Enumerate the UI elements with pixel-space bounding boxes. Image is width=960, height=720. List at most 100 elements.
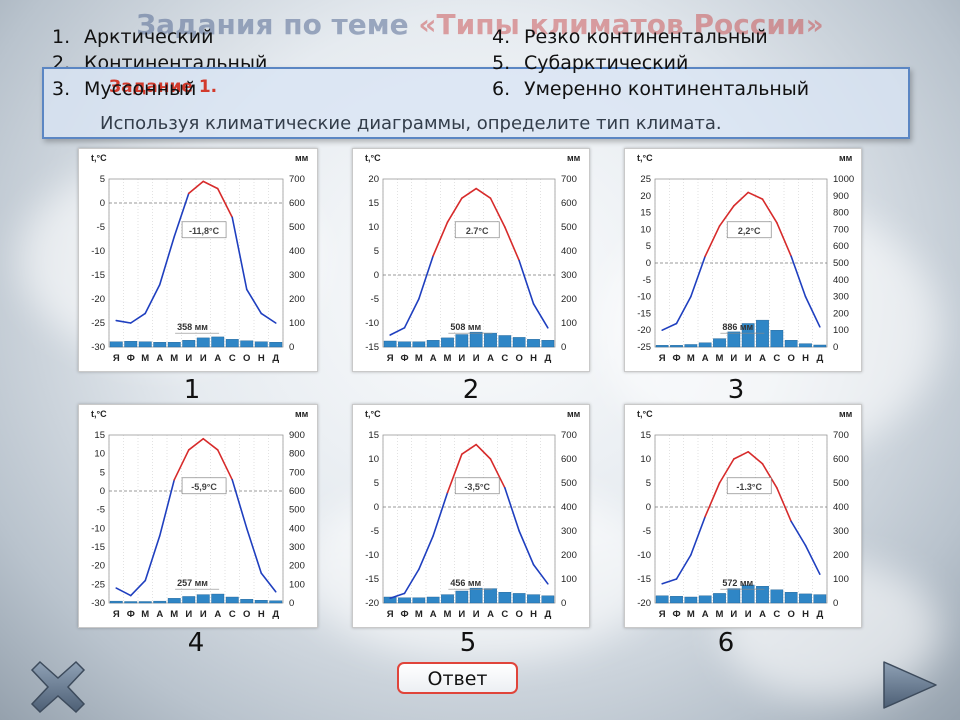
precip-bar	[240, 340, 254, 348]
month-label: М	[444, 609, 452, 620]
precip-bar	[182, 340, 196, 348]
month-label: Д	[272, 353, 279, 364]
precip-bar	[469, 331, 483, 348]
month-label: А	[487, 353, 494, 364]
month-label: С	[773, 609, 780, 620]
month-label: И	[745, 609, 752, 620]
mean-temp-box	[181, 477, 227, 495]
month-label: Ф	[127, 353, 135, 364]
temperature-segment	[432, 221, 449, 257]
month-label: И	[473, 609, 480, 620]
temperature-segment	[475, 187, 492, 200]
temp-tick-label: -5	[643, 526, 651, 537]
temperature-segment	[733, 450, 749, 460]
month-label: О	[787, 353, 794, 364]
month-label: М	[170, 609, 178, 620]
precip-tick-label: 200	[833, 308, 849, 319]
close-x-icon[interactable]	[28, 658, 88, 716]
temperature-segment	[776, 487, 792, 523]
month-label: М	[687, 353, 695, 364]
chart-number-3: 3	[727, 375, 745, 405]
precip-bar	[527, 339, 540, 348]
climate-chart-6: t,°C мм 15 10 5 0 -5 -10 -15 -20 700 600 500 400 300 20…	[624, 404, 862, 628]
plot-frame	[382, 178, 556, 348]
slide-title: Задания по теме «Типы климатов России»	[0, 8, 960, 41]
temp-tick-label: 0	[646, 502, 651, 513]
temperature-segment	[115, 587, 132, 597]
temp-tick-label: 15	[640, 208, 651, 219]
month-label: М	[141, 609, 149, 620]
month-label: М	[687, 609, 695, 620]
month-label: Ф	[672, 609, 680, 620]
precip-tick-label: 0	[833, 342, 838, 353]
precip-tick-label: 200	[289, 561, 305, 572]
precip-bar	[727, 588, 741, 604]
month-label: М	[444, 353, 452, 364]
month-label: И	[200, 609, 207, 620]
precip-tick-label: 600	[289, 486, 305, 497]
precip-bar	[713, 338, 726, 348]
month-label: О	[243, 353, 250, 364]
precip-bar	[670, 345, 683, 348]
temperature-segment	[489, 458, 506, 489]
month-label: Д	[816, 353, 823, 364]
temperature-segment	[704, 482, 721, 518]
temperature-segment	[418, 255, 434, 300]
precip-bar	[426, 340, 440, 348]
month-label: И	[730, 609, 737, 620]
plot-frame	[382, 434, 556, 604]
temp-tick-label: -30	[91, 598, 105, 609]
temp-tick-label: -25	[91, 318, 105, 329]
precip-bar	[167, 598, 181, 604]
precip-tick-label: 200	[561, 550, 577, 561]
precip-tick-label: 600	[289, 198, 305, 209]
list-item: 1. Арктический	[52, 26, 214, 48]
temperature-segment	[518, 530, 535, 566]
precip-bar	[512, 337, 526, 348]
month-label: И	[473, 353, 480, 364]
precip-bar	[167, 341, 181, 348]
climate-diagram-svg: t,°C мм 15 10 5 0 -5 -10 -15 -20 -25 -30 900 800 700 60…	[91, 409, 309, 620]
plot-frame	[108, 178, 284, 348]
temp-tick-label: -20	[91, 294, 105, 305]
temp-tick-label: 5	[646, 241, 651, 252]
precip-bar	[153, 341, 167, 348]
temperature-segment	[675, 554, 692, 580]
month-label: А	[214, 609, 221, 620]
temp-tick-label: 5	[100, 467, 105, 478]
temperature-segment	[504, 487, 520, 532]
precip-tick-label: 300	[833, 292, 849, 303]
temp-tick-label: -5	[97, 505, 105, 516]
month-label: Н	[258, 353, 265, 364]
precip-bar	[225, 339, 239, 348]
temp-tick-label: -25	[91, 579, 105, 590]
climate-types-list-left-overlap: 3. Муссонный	[52, 76, 196, 102]
temp-tick-label: -10	[365, 550, 379, 561]
temp-tick-label: -15	[91, 270, 105, 281]
precip-tick-label: 100	[833, 325, 849, 336]
precip-bar	[109, 600, 123, 604]
temp-axis-label: t,°C	[91, 409, 107, 419]
temp-tick-label: -20	[365, 598, 379, 609]
precip-total-label: 572 мм	[722, 578, 753, 588]
temperature-segment	[403, 568, 420, 595]
answer-button[interactable]: Ответ	[397, 662, 518, 694]
temp-axis-label: t,°C	[365, 153, 381, 163]
precip-bar	[196, 594, 210, 604]
next-arrow-icon[interactable]	[880, 658, 940, 712]
temperature-segment	[690, 255, 706, 298]
precip-bar	[398, 597, 411, 604]
precip-tick-label: 600	[561, 454, 577, 465]
temp-tick-label: 0	[374, 270, 379, 281]
climate-chart-5: t,°C мм 15 10 5 0 -5 -10 -15 -20 700 600 500 400 300 20…	[352, 404, 590, 628]
plot-frame	[108, 434, 284, 604]
precip-bar	[426, 596, 440, 604]
temperature-segment	[418, 535, 434, 571]
climate-types-list-right: 4. Резко континентальный 5. Субарктический…	[492, 24, 809, 102]
precip-bar	[684, 344, 698, 348]
title-prefix: Задания по теме	[136, 8, 419, 41]
precip-bar	[484, 588, 497, 604]
temperature-segment	[475, 443, 492, 460]
temp-axis-label: t,°C	[637, 153, 653, 163]
month-label: Н	[530, 353, 537, 364]
